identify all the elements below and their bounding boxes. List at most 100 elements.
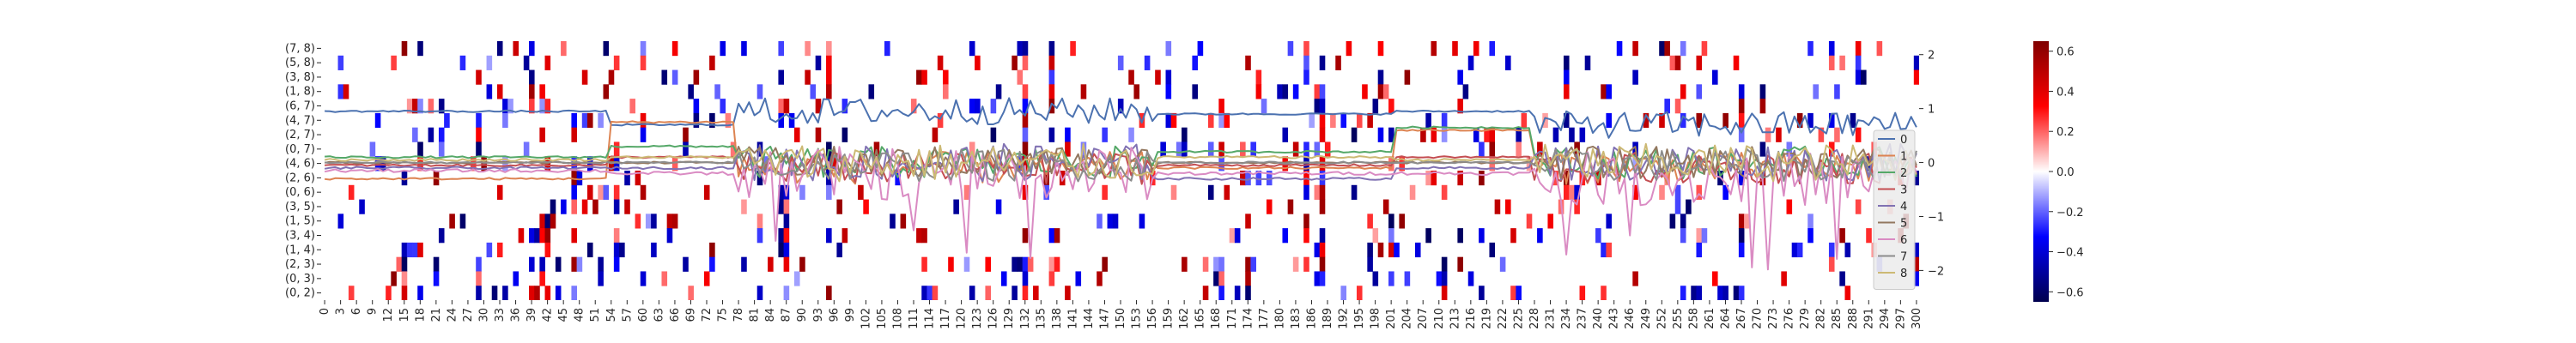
heatmap-cell (953, 199, 959, 214)
heatmap-cell (720, 41, 726, 57)
x-tick-label: 246 (1624, 308, 1637, 329)
heatmap-cell (1377, 242, 1384, 258)
heatmap-cell (406, 99, 413, 114)
heatmap-cell (476, 127, 482, 142)
heatmap-cell (1319, 184, 1326, 200)
heatmap-cell (1574, 184, 1580, 200)
heatmap-cell (805, 69, 811, 85)
row-label: (3, 5) (285, 201, 315, 214)
heatmap-cell (666, 228, 673, 244)
heatmap-cell (1462, 84, 1469, 99)
heatmap-cell (529, 99, 535, 114)
heatmap-cell (783, 214, 790, 229)
heatmap-cell (529, 286, 535, 300)
heatmap-cell (1569, 184, 1575, 200)
heatmap-cell (1351, 127, 1358, 142)
heatmap-cell (550, 199, 556, 214)
x-ticks: 0 3 6 9 12 15 18 21 24 27 30 33 36 39 42 45 48 51 54 57 60 63… (319, 300, 1923, 329)
heatmap-cell (1356, 286, 1363, 300)
heatmap-cell (1314, 242, 1321, 258)
heatmap-cell (1202, 256, 1209, 272)
heatmap-cell (1303, 184, 1309, 200)
row-label: (7, 8) (285, 42, 315, 55)
heatmap-cell (1182, 127, 1188, 142)
heatmap-cell (486, 242, 493, 258)
heatmap-cell (1850, 112, 1856, 129)
x-tick-label: 51 (589, 308, 602, 322)
heatmap-cell (513, 41, 519, 57)
heatmap-cell (1255, 171, 1262, 186)
heatmap-cell (1319, 199, 1326, 214)
x-tick-label: 45 (557, 308, 570, 322)
heatmap-cell (337, 84, 344, 99)
heatmap-cell (348, 286, 355, 300)
heatmap-cell (1414, 242, 1421, 258)
x-tick-label: 129 (1003, 308, 1016, 329)
heatmap-cell (1712, 271, 1718, 286)
heatmap-cell (768, 256, 774, 272)
heatmap-cell (486, 84, 493, 99)
heatmap-cell (1457, 256, 1463, 272)
heatmap-cell (1367, 256, 1373, 272)
heatmap-cell (1048, 127, 1055, 142)
heatmap-cell (1128, 69, 1134, 85)
heatmap-cell (969, 99, 975, 114)
x-tick-label: 57 (621, 308, 634, 322)
heatmap-cell (1680, 112, 1686, 129)
x-tick-label: 21 (430, 308, 443, 322)
heatmap-cell (1722, 112, 1728, 129)
heatmap-cell (1266, 171, 1273, 186)
heatmap-cell (756, 228, 763, 244)
heatmap-cell (529, 41, 535, 57)
heatmap-cell (1696, 84, 1703, 99)
heatmap-cell (831, 156, 837, 172)
heatmap-cell (1431, 41, 1437, 57)
x-tick-label: 87 (781, 308, 793, 322)
heatmap-cell (544, 228, 551, 244)
heatmap-cell (1367, 112, 1373, 129)
heatmap-cell (576, 256, 583, 272)
x-tick-label: 3 (335, 308, 348, 315)
heatmap-cell (449, 214, 455, 229)
heatmap-cell (725, 112, 732, 129)
heatmap-cell (815, 127, 822, 142)
heatmap-cell (927, 286, 933, 300)
heatmap-cell (1043, 184, 1049, 200)
heatmap-cell (783, 256, 790, 272)
heatmap-cell (1202, 286, 1209, 300)
heatmap-cell (1218, 99, 1224, 114)
heatmap-cell (778, 184, 785, 200)
heatmap-cell (1048, 271, 1055, 286)
heatmap-cell (756, 286, 763, 300)
x-tick-label: 93 (812, 308, 825, 322)
heatmap-cell (741, 256, 747, 272)
heatmap-cell (1828, 256, 1835, 272)
heatmap-cell (1245, 214, 1251, 229)
heatmap-cell (459, 214, 466, 229)
heatmap-cell (1516, 141, 1522, 157)
heatmap-cell (1012, 256, 1018, 272)
heatmap-cell (1367, 242, 1373, 258)
heatmap-cell (518, 228, 525, 244)
heatmap-cell (783, 286, 790, 300)
heatmap-cell (1377, 127, 1384, 142)
heatmap-cell (1388, 242, 1394, 258)
heatmap-cell (1218, 256, 1224, 272)
heatmap-cell (1563, 171, 1570, 186)
x-tick-label: 12 (382, 308, 395, 322)
heatmap-cell (1207, 141, 1214, 157)
colorbar: 0.6 0.4 0.2 0.0 −0.2 −0.4 −0.6 (2033, 41, 2084, 302)
x-tick-label: 126 (987, 308, 1000, 329)
heatmap-cell (783, 199, 790, 214)
heatmap-cell (1420, 127, 1426, 142)
heatmap-cell (1218, 141, 1224, 157)
heatmap-cell (529, 84, 535, 99)
heatmap-cell (1632, 41, 1638, 57)
heatmap-cell (1033, 286, 1039, 300)
heatmap-cell (1404, 69, 1411, 85)
heatmap-cell (1112, 214, 1119, 229)
heatmap-cell (1479, 141, 1485, 157)
heatmap-cell (1287, 199, 1294, 214)
heatmap-cell (1182, 141, 1188, 157)
heatmap-cell (1314, 141, 1321, 157)
